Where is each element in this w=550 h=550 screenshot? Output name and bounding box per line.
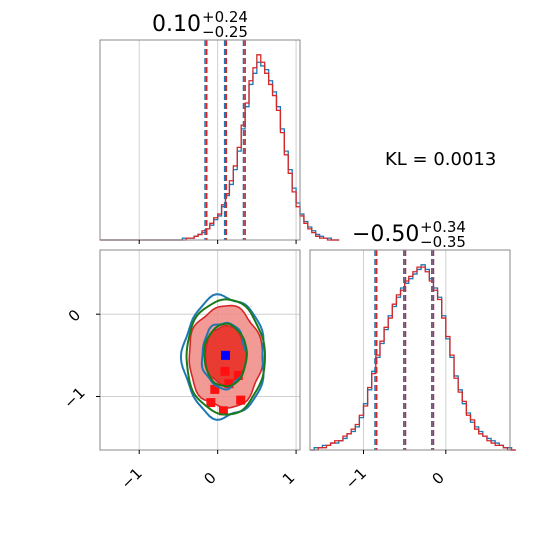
density-cell <box>224 379 234 389</box>
density-cell <box>210 384 220 394</box>
panel-bottom-right: −1 0 <box>309 249 516 493</box>
title-sub: −0.35 <box>420 233 466 251</box>
tick-label: −1 <box>117 464 145 492</box>
tick-label: 0 <box>200 469 219 488</box>
panel-top-left <box>99 39 340 244</box>
scatter-point <box>250 305 252 308</box>
hist-series-red <box>310 266 516 451</box>
tick-label: 0 <box>429 469 448 488</box>
density-cell <box>236 395 246 405</box>
contour-green-1sigma <box>203 322 248 388</box>
title-bottom-right: −0.50 +0.34 −0.35 <box>352 218 466 251</box>
panel-frame <box>309 249 511 451</box>
center-marker <box>220 350 230 360</box>
contour-blue-1sigma <box>200 321 248 391</box>
contour-green-2sigma <box>185 298 267 416</box>
kl-annotation: KL = 0.0013 <box>385 149 496 170</box>
density-cell <box>233 370 243 380</box>
title-sup: +0.24 <box>202 8 248 26</box>
density-cells <box>206 366 246 416</box>
density-cell <box>220 366 230 376</box>
title-top-left: 0.10 +0.24 −0.25 <box>152 8 248 41</box>
contour-blue-2sigma <box>179 293 265 421</box>
tick-label: 1 <box>279 469 298 488</box>
scatter-point <box>249 320 252 322</box>
tick-label: −1 <box>342 464 370 492</box>
panel-frame <box>99 249 301 451</box>
panel-frame <box>99 39 301 241</box>
title-sup: +0.34 <box>420 218 466 236</box>
hist-series-red <box>100 54 340 241</box>
panel-bottom-left: −1 0 1 −1 0 <box>60 249 301 493</box>
density-cell <box>218 406 228 416</box>
title-main: −0.50 <box>352 222 419 247</box>
density-cell <box>206 398 216 408</box>
tick-label: 0 <box>65 306 84 325</box>
hist-series-blue <box>100 61 340 241</box>
hist-series-blue <box>310 264 516 451</box>
title-main: 0.10 <box>152 12 201 37</box>
title-sub: −0.25 <box>202 23 248 41</box>
tick-label: −1 <box>60 384 88 412</box>
